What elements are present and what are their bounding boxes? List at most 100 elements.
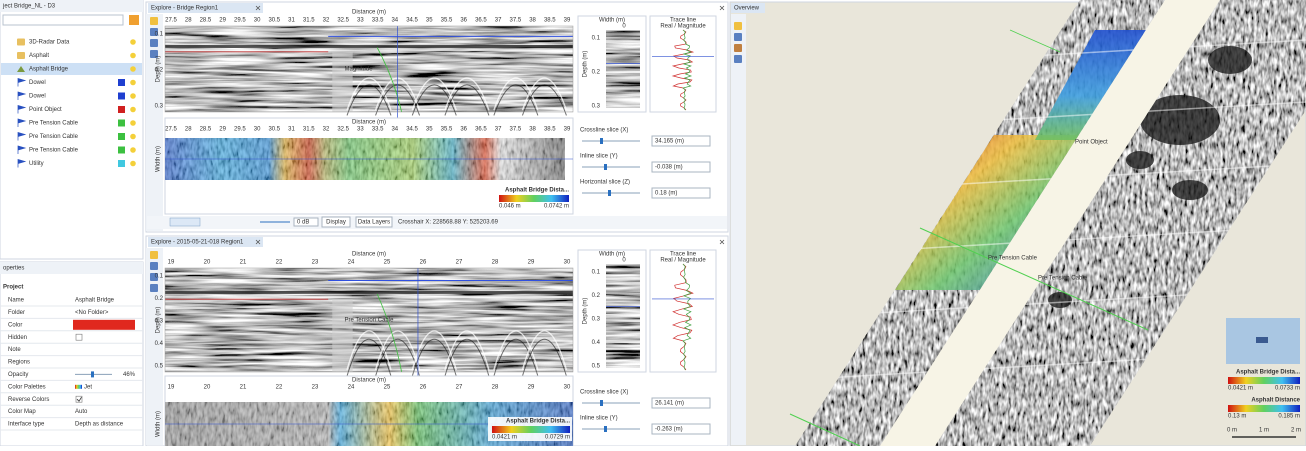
x-tick-label: 31.5 xyxy=(303,18,315,24)
slider-knob[interactable] xyxy=(600,400,603,406)
tool-strip xyxy=(731,14,746,445)
slider-knob[interactable] xyxy=(608,190,611,196)
color-swatch xyxy=(118,160,125,167)
x-tick-label: 35 xyxy=(426,18,433,24)
x-tick-label: 27 xyxy=(456,260,463,266)
x-tick-label: 38.5 xyxy=(544,127,556,133)
property-label: Regions xyxy=(8,360,30,366)
nav-button[interactable] xyxy=(170,218,200,226)
slice-value: 26.141 (m) xyxy=(655,401,684,407)
y-axis-label: Depth (m) xyxy=(583,298,589,325)
x-tick-label: 33.5 xyxy=(372,127,384,133)
slider-knob[interactable] xyxy=(604,164,607,170)
x-tick-label: 20 xyxy=(204,385,211,391)
y-tick-label: 0.3 xyxy=(155,104,164,110)
tree-item[interactable]: Dowel xyxy=(29,80,46,86)
dark-blob xyxy=(1126,151,1154,169)
legend-max: 0.0733 m xyxy=(1275,386,1300,392)
x-tick-label: 34 xyxy=(391,127,398,133)
slice-value: 34.165 (m) xyxy=(655,139,684,145)
scale-label: 1 m xyxy=(1259,428,1269,434)
tool-button[interactable] xyxy=(734,22,742,30)
tree-item[interactable]: 3D-Radar Data xyxy=(29,40,70,46)
property-value: 46% xyxy=(123,372,136,378)
tab-title: Explore - 2015-05-21-018 Region1 xyxy=(151,240,244,246)
tool-button[interactable] xyxy=(734,44,742,52)
tree-item[interactable]: Asphalt xyxy=(29,53,49,59)
x-tick-label: 20 xyxy=(204,260,211,266)
x-tick-label: 32 xyxy=(323,127,330,133)
checkbox[interactable] xyxy=(76,334,82,340)
tool-button[interactable] xyxy=(150,39,158,47)
y-axis-label: Depth (m) xyxy=(583,51,589,78)
axis-label: Distance (m) xyxy=(352,120,386,126)
crossline-image xyxy=(606,30,640,108)
visibility-icon[interactable] xyxy=(130,134,136,140)
slice-label: Inline slice (Y) xyxy=(580,154,618,160)
slider-knob[interactable] xyxy=(91,371,94,377)
overview-window: OverviewPoint ObjectPre Tension CablePre… xyxy=(730,0,1306,446)
slider-knob[interactable] xyxy=(600,138,603,144)
visibility-icon[interactable] xyxy=(130,66,136,72)
button-label[interactable]: Data Layers xyxy=(358,220,390,226)
x-tick-label: 24 xyxy=(348,385,355,391)
x-tick-label: 32.5 xyxy=(337,18,349,24)
legend-min: 0.046 m xyxy=(499,204,521,210)
panel-label: Real / Magnitude xyxy=(660,24,706,30)
search-box[interactable] xyxy=(3,15,123,25)
visibility-icon[interactable] xyxy=(130,120,136,126)
x-tick-label: 28.5 xyxy=(200,18,212,24)
visibility-icon[interactable] xyxy=(130,53,136,59)
x-tick-label: 28 xyxy=(185,127,192,133)
visibility-icon[interactable] xyxy=(130,80,136,86)
visibility-icon[interactable] xyxy=(130,161,136,167)
legend-max: 0.0742 m xyxy=(544,204,569,210)
tree-item[interactable]: Utility xyxy=(29,161,44,167)
color-swatch xyxy=(118,147,125,154)
x-tick-label: 35.5 xyxy=(441,127,453,133)
slider-knob[interactable] xyxy=(604,426,607,432)
property-value[interactable]: <No Folder> xyxy=(75,310,109,316)
visibility-icon[interactable] xyxy=(130,107,136,113)
y-tick-label: 0.1 xyxy=(155,32,164,38)
color-value[interactable] xyxy=(73,320,135,330)
tool-button[interactable] xyxy=(150,284,158,292)
x-tick-label: 35 xyxy=(426,127,433,133)
filter-button[interactable] xyxy=(129,15,139,25)
property-value[interactable]: Auto xyxy=(75,409,88,415)
x-tick-label: 29.5 xyxy=(234,18,246,24)
tree-item[interactable]: Pre Tension Cable xyxy=(29,148,79,154)
tree-item[interactable]: Asphalt Bridge xyxy=(29,67,69,73)
x-tick-label: 28 xyxy=(492,260,499,266)
crosshair-readout: Crosshair X: 228568.88 Y: 525203.69 xyxy=(398,220,499,226)
x-tick-label: 39 xyxy=(564,127,571,133)
visibility-icon[interactable] xyxy=(130,93,136,99)
tool-button[interactable] xyxy=(150,17,158,25)
visibility-icon[interactable] xyxy=(130,39,136,45)
visibility-icon[interactable] xyxy=(130,147,136,153)
screen: ject Bridge_NL - D3 3D-Radar Data Asphalt… xyxy=(0,0,1306,446)
tool-button[interactable] xyxy=(150,251,158,259)
property-value[interactable]: Depth as distance xyxy=(75,422,124,428)
color-swatch xyxy=(118,106,125,113)
property-value[interactable]: Asphalt Bridge xyxy=(75,298,115,304)
tree-item[interactable]: Pre Tension Cable xyxy=(29,134,79,140)
tool-button[interactable] xyxy=(734,55,742,63)
tool-button[interactable] xyxy=(150,262,158,270)
y-tick-label: 0.4 xyxy=(592,340,601,346)
tree-item[interactable]: Point Object xyxy=(29,107,62,113)
panel-title: ject Bridge_NL - D3 xyxy=(2,4,56,10)
x-tick-label: 28.5 xyxy=(200,127,212,133)
x-tick-label: 36.5 xyxy=(475,127,487,133)
button-label[interactable]: Display xyxy=(326,220,346,226)
crossline-image xyxy=(606,264,640,368)
property-value[interactable]: Jet xyxy=(84,384,92,390)
x-tick-label: 24 xyxy=(348,260,355,266)
tree-item[interactable]: Pre Tension Cable xyxy=(29,121,79,127)
page: ject Bridge_NL - D3 3D-Radar Data Asphalt… xyxy=(0,0,1306,446)
tree-item[interactable]: Dowel xyxy=(29,94,46,100)
property-label: Color Palettes xyxy=(8,384,46,390)
folder-icon xyxy=(17,39,25,46)
tool-button[interactable] xyxy=(734,33,742,41)
dark-blob xyxy=(1208,46,1252,74)
